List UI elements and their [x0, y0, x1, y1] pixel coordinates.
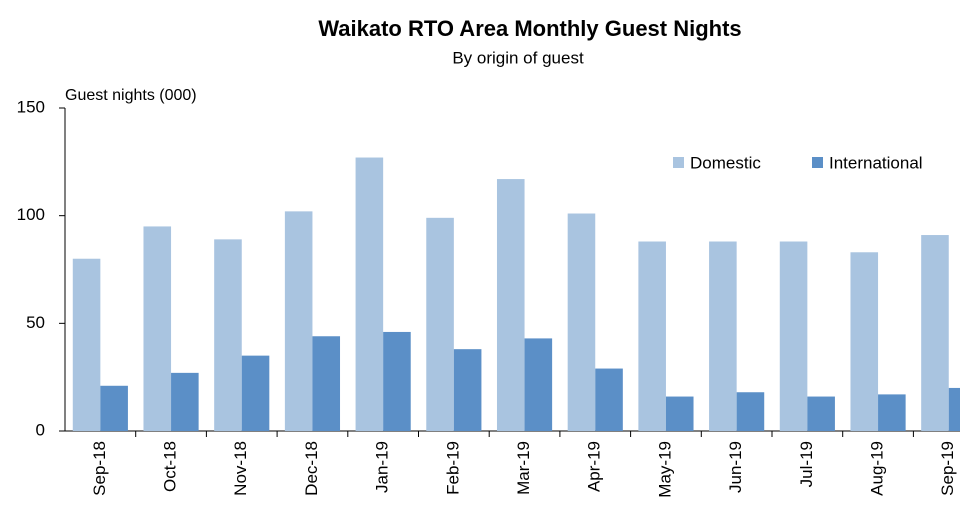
x-tick-label: Jan-19 [373, 441, 392, 493]
bar [736, 392, 765, 431]
x-tick-label: May-19 [655, 441, 674, 498]
x-tick-label: Jun-19 [726, 441, 745, 493]
bar [100, 385, 128, 431]
bar [496, 179, 525, 431]
bar [171, 372, 199, 431]
x-tick-label: Nov-18 [231, 441, 250, 496]
bar [426, 217, 454, 431]
bar [921, 235, 949, 431]
bar [850, 252, 879, 431]
x-tick-label: Feb-19 [443, 441, 462, 495]
bar [779, 241, 808, 431]
bar [567, 213, 596, 431]
y-tick-label: 100 [17, 205, 45, 224]
chart-subtitle: By origin of guest [452, 48, 584, 67]
y-tick-label: 150 [17, 97, 45, 116]
legend-swatch [812, 157, 823, 168]
bar [355, 157, 384, 431]
bar [312, 336, 341, 431]
legend-swatch [673, 157, 684, 168]
bar [241, 355, 270, 431]
bar [284, 211, 313, 431]
bar [638, 241, 666, 431]
x-tick-label: Oct-18 [161, 441, 180, 492]
bar [72, 258, 101, 431]
bar [595, 368, 623, 431]
x-tick-label: Jul-19 [797, 441, 816, 487]
x-tick-label: Aug-19 [868, 441, 887, 496]
legend-label: International [829, 153, 923, 172]
bar [143, 226, 172, 431]
x-tick-label: Mar-19 [514, 441, 533, 495]
legend-label: Domestic [690, 153, 761, 172]
x-tick-label: Apr-19 [585, 441, 604, 492]
y-tick-label: 50 [26, 313, 45, 332]
y-tick-label: 0 [36, 420, 45, 439]
bar [214, 239, 242, 431]
bar [807, 396, 835, 431]
x-tick-label: Dec-18 [302, 441, 321, 496]
bar [524, 338, 553, 431]
bar [878, 394, 906, 431]
bar [453, 349, 482, 431]
bar [383, 331, 411, 431]
chart-title: Waikato RTO Area Monthly Guest Nights [318, 16, 741, 41]
x-tick-label: Sep-18 [90, 441, 109, 496]
y-axis-label: Guest nights (000) [65, 87, 197, 104]
bar [948, 387, 960, 431]
x-tick-label: Sep-19 [938, 441, 957, 496]
bar [709, 241, 737, 431]
bar [665, 396, 694, 431]
